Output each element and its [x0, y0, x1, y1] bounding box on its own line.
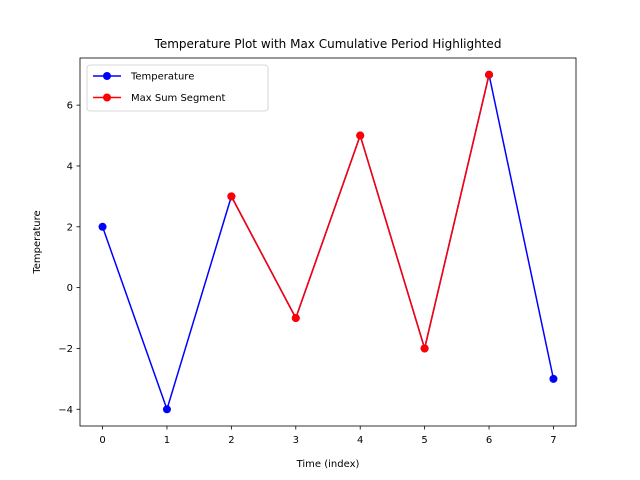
x-tick-label: 4	[357, 435, 363, 446]
data-point	[356, 131, 365, 140]
data-point	[98, 222, 107, 231]
legend-marker	[103, 72, 111, 80]
x-tick-label: 1	[164, 435, 170, 446]
y-tick-label: −2	[58, 344, 73, 355]
data-point	[291, 314, 300, 323]
legend-marker	[103, 93, 111, 102]
data-point	[420, 344, 429, 353]
chart-title: Temperature Plot with Max Cumulative Per…	[154, 37, 502, 51]
x-tick-label: 3	[293, 435, 299, 446]
legend-label: Max Sum Segment	[131, 93, 226, 104]
x-tick-label: 0	[99, 435, 105, 446]
x-tick-label: 7	[550, 435, 556, 446]
x-axis-label: Time (index)	[296, 459, 360, 470]
y-tick-label: −4	[58, 405, 73, 416]
data-point	[549, 374, 558, 383]
y-tick-label: 0	[67, 283, 73, 294]
data-point	[227, 192, 236, 201]
y-tick-label: 2	[67, 222, 73, 233]
legend: Temperature Max Sum Segment	[86, 64, 269, 112]
x-axis: 0 1 2 3 4 5 6 7	[99, 426, 557, 446]
data-point	[162, 405, 171, 414]
x-tick-label: 2	[228, 435, 234, 446]
y-tick-label: 4	[67, 161, 73, 172]
plot-frame	[79, 57, 577, 427]
y-axis-label: Temperature	[32, 210, 43, 274]
plot-area	[80, 58, 576, 426]
legend-box	[86, 64, 269, 112]
y-tick-label: 6	[67, 101, 73, 112]
data-point	[485, 70, 494, 79]
series-layer	[98, 70, 558, 414]
x-tick-label: 6	[486, 435, 492, 446]
legend-label: Temperature	[130, 72, 194, 83]
x-tick-label: 5	[421, 435, 427, 446]
y-axis: −4 −2 0 2 4 6	[58, 101, 80, 416]
